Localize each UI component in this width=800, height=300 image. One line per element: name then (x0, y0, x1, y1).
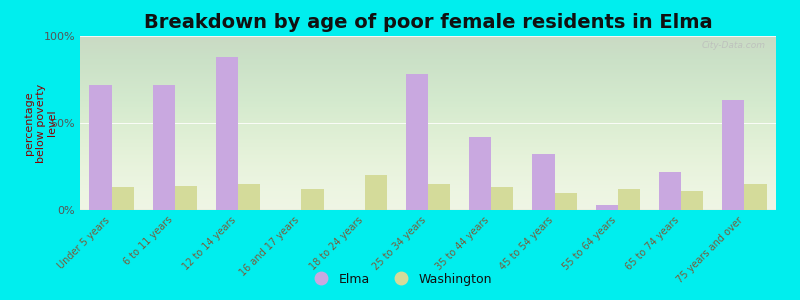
Legend: Elma, Washington: Elma, Washington (303, 268, 497, 291)
Bar (406, 74, 428, 210)
Bar (238, 184, 260, 210)
Bar (112, 188, 134, 210)
Bar (216, 57, 238, 210)
Bar (722, 100, 744, 210)
Text: City-Data.com: City-Data.com (702, 41, 766, 50)
Bar (618, 189, 640, 210)
Bar (596, 205, 618, 210)
Bar (554, 193, 577, 210)
Bar (491, 188, 514, 210)
Bar (533, 154, 554, 210)
Bar (428, 184, 450, 210)
Bar (302, 189, 323, 210)
Bar (175, 186, 197, 210)
Bar (153, 85, 175, 210)
Bar (681, 191, 703, 210)
Bar (90, 85, 112, 210)
Bar (659, 172, 681, 210)
Title: Breakdown by age of poor female residents in Elma: Breakdown by age of poor female resident… (144, 13, 712, 32)
Bar (365, 175, 387, 210)
Y-axis label: percentage
below poverty
level: percentage below poverty level (24, 83, 58, 163)
Bar (744, 184, 766, 210)
Bar (469, 137, 491, 210)
